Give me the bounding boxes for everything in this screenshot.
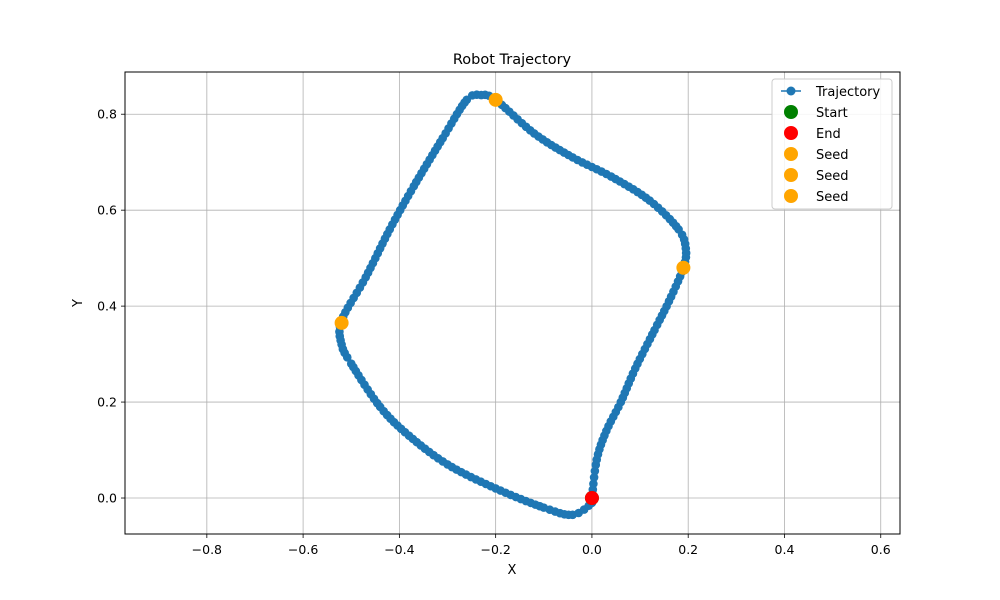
x-tick-label: −0.8 <box>192 542 222 557</box>
trajectory-line <box>338 93 687 516</box>
legend-label-trajectory: Trajectory <box>815 85 880 100</box>
x-tick-label: 0.0 <box>582 542 602 557</box>
y-tick-label: 0.0 <box>97 491 117 506</box>
x-axis-label: X <box>508 563 517 578</box>
plot-frame <box>124 71 901 535</box>
seed-marker <box>676 260 691 275</box>
trajectory-layer <box>335 90 691 520</box>
legend-trajectory-marker <box>786 86 796 96</box>
chart-title: Robot Trajectory <box>453 52 572 68</box>
x-tick-label: 0.4 <box>775 542 795 557</box>
legend-label-seed-2: Seed <box>816 169 849 184</box>
end-marker <box>584 491 599 506</box>
seed-marker <box>334 315 349 330</box>
y-tick-label: 0.6 <box>97 203 117 218</box>
legend-start-marker <box>784 105 798 119</box>
seed-marker <box>488 92 503 107</box>
legend-seed-marker-3 <box>784 189 798 203</box>
axis-ticks: −0.8 −0.6 −0.4 −0.2 0.0 0.2 0.4 0.6 0.0 0.2 0.4 0.6… <box>97 107 891 557</box>
y-tick-label: 0.4 <box>97 299 117 314</box>
legend-box <box>771 78 893 210</box>
x-tick-label: 0.2 <box>678 542 698 557</box>
legend-seed-marker-1 <box>784 147 798 161</box>
legend-end-marker <box>784 126 798 140</box>
legend-seed-marker-2 <box>784 168 798 182</box>
marker-layer <box>334 92 691 506</box>
trajectory-point <box>589 479 598 489</box>
y-tick-label: 0.8 <box>97 107 117 122</box>
x-tick-label: −0.4 <box>384 542 414 557</box>
y-axis-label: Y <box>71 299 86 308</box>
x-tick-label: −0.6 <box>288 542 318 557</box>
trajectory-point <box>589 473 599 482</box>
x-tick-label: 0.6 <box>871 542 891 557</box>
x-tick-label: −0.2 <box>480 542 510 557</box>
legend-label-end: End <box>816 127 841 142</box>
y-tick-label: 0.2 <box>97 395 117 410</box>
legend-label-seed-1: Seed <box>816 148 849 163</box>
legend-label-seed-3: Seed <box>816 190 849 205</box>
trajectory-point <box>342 353 352 362</box>
legend: Trajectory Start End Seed Seed Seed <box>771 78 893 210</box>
legend-label-start: Start <box>816 106 848 121</box>
